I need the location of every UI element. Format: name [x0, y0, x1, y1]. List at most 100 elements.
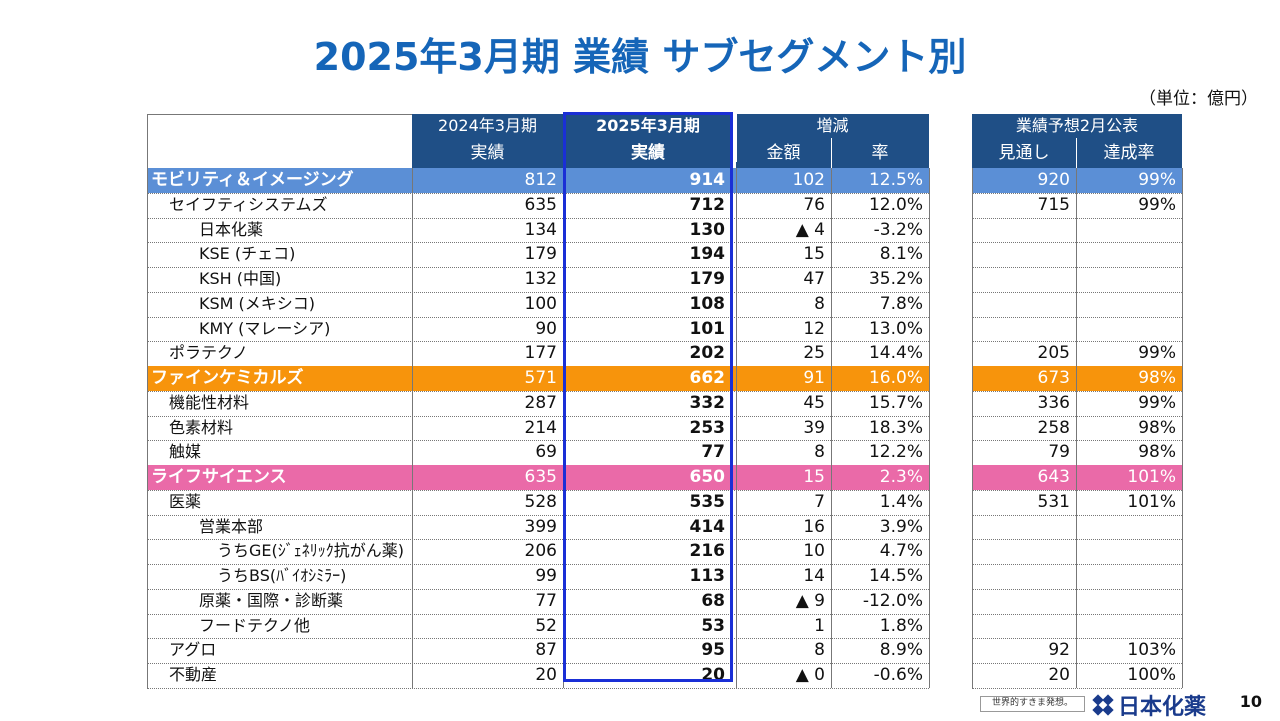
row-label: 日本化薬 — [199, 219, 264, 239]
value-outlook — [972, 614, 1076, 639]
value-prev-year: 20 — [535, 665, 557, 685]
row-divider — [147, 539, 929, 541]
value-outlook — [972, 589, 1076, 614]
value-curr-year: 535 — [689, 491, 726, 512]
column-divider — [736, 168, 737, 688]
value-change-amount: 8 — [814, 293, 825, 314]
value-change-amount: 12 — [803, 318, 825, 339]
company-logo: 日本化薬 — [1092, 689, 1206, 721]
value-outlook: 531 — [1037, 491, 1070, 512]
value-change-rate: 1.4% — [879, 491, 923, 512]
value-curr-year: 202 — [689, 343, 726, 364]
header-blank-cell — [147, 114, 412, 168]
value-achievement: 101% — [1127, 491, 1176, 512]
row-label: 色素材料 — [169, 417, 234, 437]
value-prev-year: 214 — [524, 417, 557, 438]
row-divider — [147, 564, 929, 565]
value-achievement: 99% — [1138, 392, 1176, 413]
row-label: 不動産 — [169, 665, 218, 684]
header-prev-year: 2024年3月期 — [412, 114, 563, 138]
value-curr-year: 216 — [689, 541, 726, 562]
value-achievement — [1076, 317, 1182, 342]
value-change-rate: 16.0% — [868, 368, 923, 388]
value-change-amount: ▲ 4 — [795, 219, 825, 240]
value-achievement: 99% — [1138, 170, 1176, 190]
value-achievement: 98% — [1138, 442, 1176, 463]
value-outlook — [972, 218, 1076, 243]
row-divider — [972, 564, 1182, 565]
value-prev-year: 132 — [524, 269, 557, 289]
value-change-amount: 15 — [803, 244, 825, 265]
row-divider — [147, 638, 929, 640]
value-curr-year: 662 — [689, 368, 726, 388]
value-prev-year: 177 — [524, 343, 557, 364]
value-achievement: 99% — [1138, 194, 1176, 215]
row-divider — [147, 316, 929, 318]
value-outlook: 205 — [1037, 343, 1070, 364]
value-curr-year: 712 — [689, 194, 726, 215]
value-achievement: 101% — [1127, 467, 1176, 487]
value-achievement: 98% — [1138, 368, 1176, 388]
value-outlook: 643 — [1037, 467, 1070, 487]
value-change-amount: 15 — [803, 467, 825, 487]
value-prev-year: 100 — [524, 293, 557, 314]
value-achievement — [1076, 292, 1182, 317]
row-divider — [147, 217, 929, 219]
value-change-rate: 2.3% — [879, 467, 923, 487]
row-divider — [972, 192, 1182, 194]
value-prev-year: 134 — [524, 219, 557, 240]
value-prev-year: 99 — [535, 566, 557, 586]
row-label: 触媒 — [169, 442, 202, 462]
column-divider — [412, 168, 413, 688]
logo-mark-icon — [1092, 694, 1114, 716]
value-prev-year: 87 — [535, 640, 557, 661]
value-change-amount: ▲ 9 — [795, 590, 825, 611]
value-curr-year: 179 — [689, 269, 726, 289]
row-divider — [972, 217, 1182, 219]
header-divider — [1076, 138, 1077, 168]
value-achievement — [1076, 539, 1182, 564]
row-label: 医薬 — [169, 491, 202, 511]
value-change-rate: -12.0% — [862, 590, 923, 611]
value-change-rate: 13.0% — [868, 318, 923, 339]
segment-band-main — [147, 366, 929, 391]
value-prev-year: 812 — [524, 170, 557, 190]
value-prev-year: 90 — [535, 318, 557, 339]
value-outlook: 920 — [1037, 170, 1070, 190]
row-label: ポラテクノ — [169, 343, 249, 363]
value-change-amount: 45 — [803, 392, 825, 413]
row-divider — [147, 390, 929, 392]
row-divider — [147, 192, 929, 194]
column-divider — [929, 168, 930, 688]
value-change-amount: 39 — [803, 417, 825, 438]
logo-text: 日本化薬 — [1118, 695, 1207, 720]
subheader-achievement: 達成率 — [1076, 138, 1182, 168]
row-divider — [972, 390, 1182, 392]
header-divider — [831, 138, 832, 168]
value-curr-year: 253 — [689, 417, 726, 438]
value-change-amount: 8 — [814, 640, 825, 661]
row-divider — [147, 440, 929, 442]
value-change-rate: 7.8% — [879, 293, 923, 314]
value-change-rate: -3.2% — [873, 219, 923, 240]
row-divider — [147, 415, 929, 417]
value-change-amount: 102 — [792, 170, 825, 190]
value-achievement — [1076, 218, 1182, 243]
current-year-highlight-frame — [563, 112, 733, 682]
row-label: アグロ — [169, 640, 217, 660]
value-curr-year: 414 — [689, 516, 726, 537]
value-outlook — [972, 292, 1076, 317]
value-change-amount: 1 — [814, 615, 825, 636]
row-divider — [147, 291, 929, 293]
value-outlook — [972, 539, 1076, 564]
value-curr-year: 53 — [701, 615, 725, 636]
row-label: 原薬・国際・診断薬 — [199, 590, 344, 610]
value-prev-year: 69 — [535, 442, 557, 463]
value-achievement — [1076, 515, 1182, 540]
header-change: 増減 — [736, 114, 929, 138]
segment-band-main — [147, 168, 929, 193]
page-title: 2025年3月期 業績 サブセグメント別 — [313, 35, 967, 79]
row-label: KSE (チェコ) — [199, 244, 296, 264]
value-prev-year: 206 — [524, 541, 557, 562]
header-forecast: 業績予想2月公表 — [972, 114, 1182, 138]
